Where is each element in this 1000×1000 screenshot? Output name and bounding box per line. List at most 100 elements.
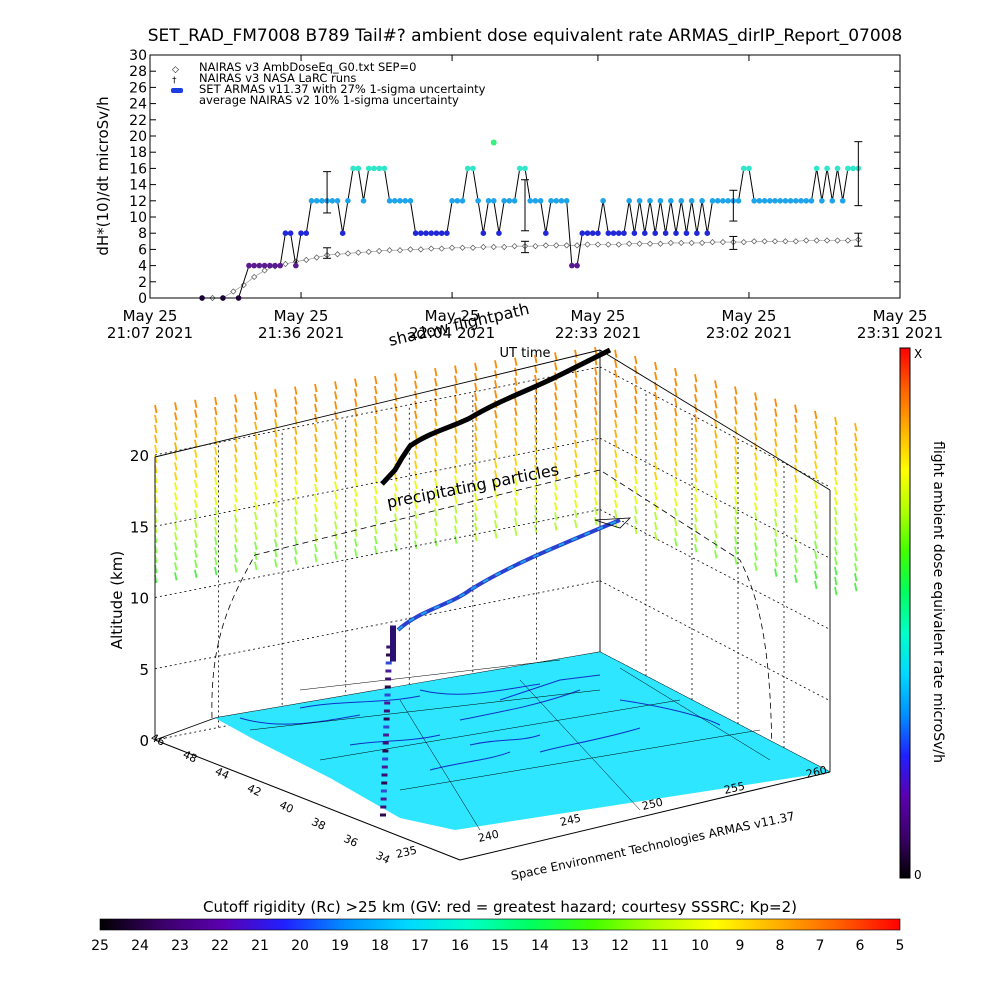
cloud-mark [594, 447, 598, 456]
cloud-mark [214, 506, 218, 516]
cloud-mark [174, 542, 178, 551]
armas-point [813, 165, 820, 172]
x-tick-label-date: May 25 [425, 307, 480, 325]
cloud-mark [634, 505, 638, 515]
box-edge [154, 366, 601, 456]
nairas-point [438, 245, 445, 252]
x-tick-label-date: May 25 [570, 307, 625, 325]
nairas-point [636, 240, 643, 247]
nairas-point [344, 250, 352, 257]
cloud-mark [514, 367, 518, 376]
cloud-mark [214, 396, 218, 406]
cloud-mark [294, 546, 298, 555]
cloud-mark [314, 443, 318, 453]
armas-point [647, 198, 653, 204]
cloud-mark [674, 417, 678, 427]
cloud-mark [814, 560, 818, 570]
cloud-mark [454, 445, 458, 454]
cloud-mark [374, 385, 378, 395]
cutoff-tick-label: 7 [816, 938, 825, 954]
cloud-mark [754, 442, 758, 451]
cloud-mark [654, 361, 658, 371]
nairas-point [376, 247, 383, 255]
altitude-tick-label: 20 [130, 447, 149, 465]
armas-point [376, 165, 382, 172]
cloud-mark [334, 451, 338, 460]
y-tick-label: 8 [138, 226, 147, 242]
cloud-mark [394, 503, 398, 512]
armas-point [782, 198, 789, 204]
nairas-point [365, 248, 372, 255]
cloud-mark [654, 511, 658, 521]
cloud-mark [634, 365, 638, 375]
cloud-mark [814, 410, 818, 420]
cloud-mark [514, 437, 518, 446]
nairas-point [407, 246, 414, 253]
cloud-mark [814, 550, 818, 560]
cloud-mark [534, 454, 538, 464]
cloud-mark [494, 450, 498, 459]
cloud-mark [454, 535, 458, 544]
cloud-mark [274, 509, 278, 518]
cloud-mark [734, 386, 738, 395]
armas-point [293, 262, 299, 269]
cloud-mark [214, 566, 218, 576]
cloud-mark [214, 546, 218, 556]
top-y-axis-label: dH*(10)/dt microSv/h [94, 96, 112, 255]
cutoff-tick-label: 21 [251, 938, 269, 954]
armas-point [589, 230, 596, 236]
cloud-mark [594, 477, 598, 486]
cloud-mark [314, 403, 318, 413]
armas-point [657, 198, 664, 204]
cloud-mark [294, 516, 298, 525]
cloud-mark [574, 409, 578, 418]
cloud-mark [574, 389, 578, 398]
cloud-mark [654, 521, 658, 531]
cloud-mark [814, 570, 818, 580]
cloud-mark [854, 482, 858, 492]
nairas-point [709, 239, 716, 246]
armas-point [845, 165, 851, 172]
box-edge [154, 580, 601, 670]
cloud-mark [434, 458, 438, 467]
cutoff-tick-label: 19 [331, 938, 349, 954]
cloud-mark [214, 526, 218, 536]
cloud-mark [214, 536, 218, 546]
altitude-tick-label: 5 [139, 661, 149, 679]
cloud-mark [454, 435, 458, 444]
bottom-colorbar-ticks: 25 24 23 22 21 20 19 18 17 16 15 14 13 12 11 10 9 8 7 6 5 [91, 938, 904, 954]
armas-point [678, 198, 685, 204]
cloud-mark [794, 574, 798, 583]
cloud-mark [754, 512, 758, 521]
nairas-point [605, 241, 612, 248]
cloud-mark [734, 556, 738, 565]
cloud-mark [294, 486, 298, 495]
cloud-mark [774, 518, 778, 527]
cloud-mark [594, 407, 598, 416]
cloud-mark [694, 374, 698, 383]
cloud-mark [334, 471, 338, 480]
cloud-mark [414, 390, 418, 400]
nairas-point [813, 237, 820, 244]
cutoff-tick-label: 25 [91, 938, 109, 954]
cloud-mark [754, 532, 758, 541]
cloud-mark [254, 531, 258, 541]
nairas-point [844, 237, 852, 244]
cloud-mark [394, 373, 398, 382]
legend-entry: NAIRAS v3 AmbDoseEq_G0.txt SEP=0 [199, 60, 416, 74]
armas-point [740, 165, 747, 172]
cloud-mark [814, 580, 818, 590]
lat-tick-label: 48 [181, 748, 199, 766]
cloud-mark [534, 354, 538, 364]
cloud-mark [394, 533, 398, 542]
cloud-mark [774, 438, 778, 447]
cloud-mark [634, 375, 638, 385]
cloud-mark [614, 359, 618, 368]
lon-tick-label: 235 [395, 844, 418, 861]
y-tick-label: 6 [138, 242, 147, 258]
cloud-mark [474, 452, 478, 462]
nairas-point [282, 260, 289, 268]
cloud-mark [494, 380, 498, 389]
cloud-mark [334, 521, 338, 530]
cloud-mark [194, 489, 198, 498]
